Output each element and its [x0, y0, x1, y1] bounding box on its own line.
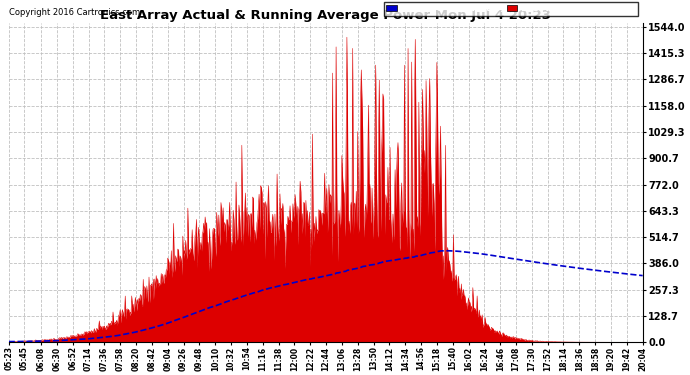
- Legend: Average  (DC Watts), East Array  (DC Watts): Average (DC Watts), East Array (DC Watts…: [384, 2, 638, 16]
- Text: Copyright 2016 Cartronics.com: Copyright 2016 Cartronics.com: [9, 8, 140, 17]
- Title: East Array Actual & Running Average Power Mon Jul 4 20:23: East Array Actual & Running Average Powe…: [100, 9, 551, 22]
